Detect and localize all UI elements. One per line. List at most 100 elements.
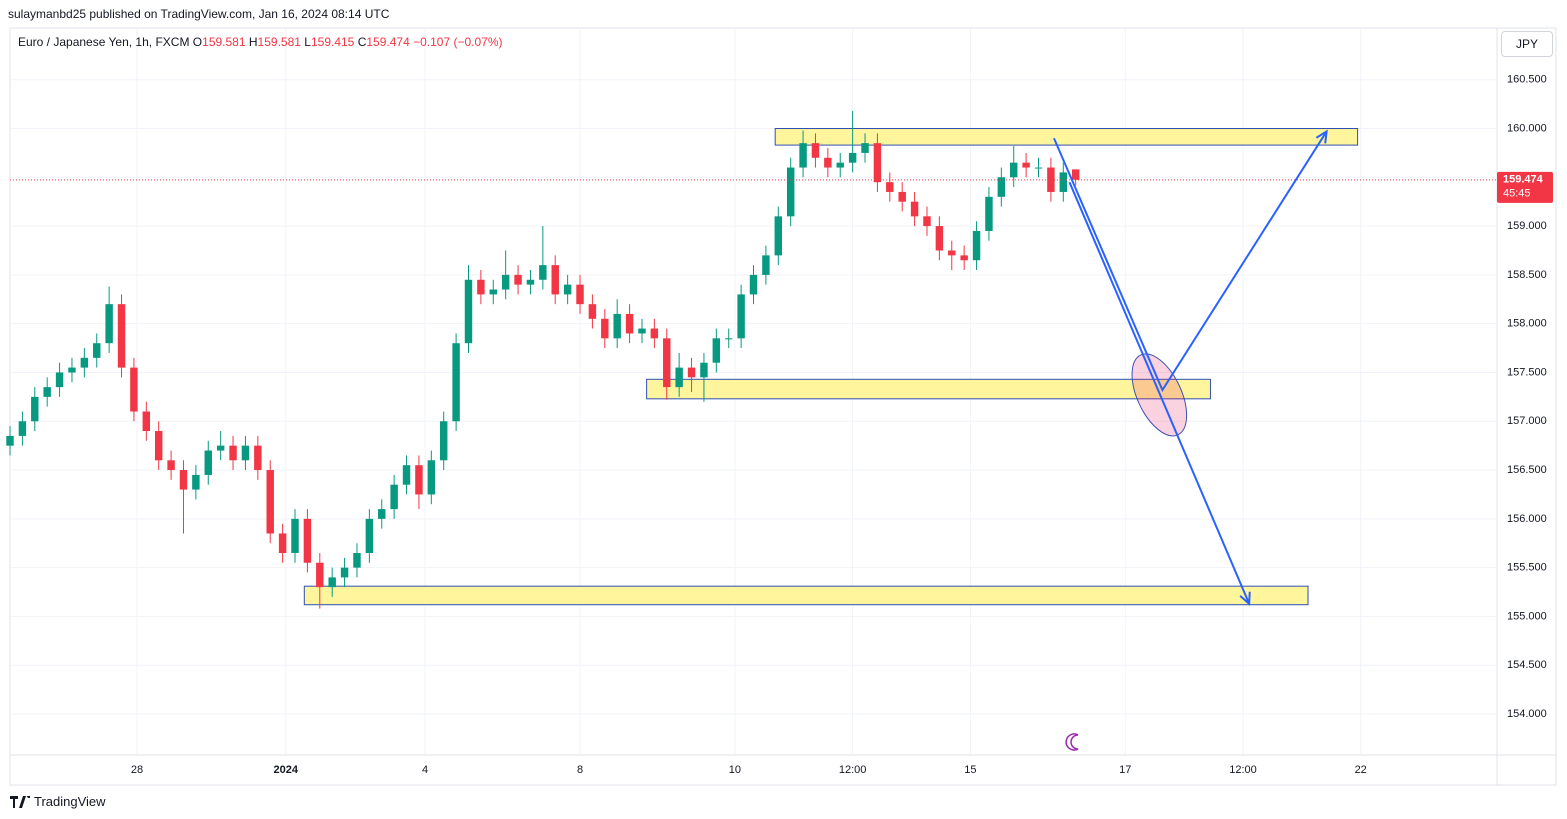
candle-body: [105, 304, 113, 344]
candle-body: [167, 460, 175, 471]
candle-body: [1010, 162, 1018, 178]
candle-body: [873, 143, 882, 183]
candle-body: [1034, 167, 1043, 169]
x-tick-label: 4: [422, 764, 428, 776]
ohlc-label: O: [192, 35, 203, 49]
candle-body: [836, 162, 844, 168]
zone: [303, 585, 1309, 606]
candle-body: [229, 445, 237, 461]
candle-body: [179, 470, 188, 490]
candle-body: [613, 313, 621, 339]
brand: TradingView: [10, 794, 106, 809]
candle-body: [539, 265, 547, 280]
candle-body: [526, 279, 535, 285]
candle-body: [774, 216, 783, 256]
candle-body: [278, 533, 287, 554]
candle-body: [452, 343, 460, 422]
candle-body: [43, 387, 51, 397]
currency-button[interactable]: JPY: [1501, 31, 1553, 57]
y-tick-label: 157.000: [1507, 415, 1547, 427]
candle-body: [935, 226, 944, 251]
moon-icon: [1065, 733, 1079, 751]
brand-name: TradingView: [34, 794, 106, 809]
candle-body: [601, 318, 609, 339]
candle-body: [576, 284, 584, 305]
candle-body: [390, 484, 398, 510]
candle-body: [737, 294, 745, 339]
y-tick-label: 157.500: [1507, 366, 1547, 378]
ohlc-value: 159.474: [366, 35, 410, 49]
candle-body: [700, 362, 708, 378]
candle-body: [848, 152, 857, 163]
candle-body: [687, 367, 696, 378]
candle-body: [415, 465, 423, 495]
candle-body: [861, 143, 869, 153]
x-tick-label: 10: [729, 764, 741, 776]
candle-body: [762, 255, 770, 275]
candle-body: [328, 577, 336, 588]
y-tick-label: 158.000: [1507, 318, 1547, 330]
y-tick-label: 155.000: [1507, 610, 1547, 622]
candle-body: [1059, 172, 1068, 192]
candle-body: [799, 143, 807, 168]
candle-body: [985, 196, 993, 231]
candle-body: [378, 509, 386, 519]
last-price-box: [1497, 171, 1553, 203]
candle-body: [514, 274, 522, 285]
candle-body: [972, 230, 981, 261]
candle-body: [501, 274, 510, 290]
x-tick-label: 28: [131, 764, 143, 776]
y-tick-label: 160.000: [1507, 122, 1547, 134]
candle-body: [93, 343, 101, 358]
candle-body: [997, 177, 1006, 197]
candle-body: [786, 167, 795, 217]
y-tick-label: 160.500: [1507, 74, 1547, 86]
symbol-legend: Euro / Japanese Yen, 1h, FXCM O159.581 H…: [18, 35, 503, 49]
candle-body: [241, 445, 250, 461]
candle-body: [365, 518, 374, 554]
candle-body: [316, 562, 324, 588]
chart-frame: [9, 27, 1557, 786]
arrow: [1068, 181, 1251, 605]
y-tick-label: 156.000: [1507, 513, 1547, 525]
ohlc-label: L: [304, 35, 311, 49]
x-tick-label: 15: [964, 764, 976, 776]
candle-body: [724, 338, 733, 340]
candle-body: [80, 357, 89, 368]
candle-body: [489, 289, 497, 295]
candle-body: [427, 460, 436, 495]
x-tick-label: 12:00: [1229, 764, 1257, 776]
y-tick-label: 154.000: [1507, 708, 1547, 720]
change: −0.107 (−0.07%): [413, 35, 503, 49]
ohlc-value: 159.415: [310, 35, 355, 49]
ohlc-label: C: [357, 35, 367, 49]
candle-body: [625, 313, 634, 334]
brand-logo: [10, 795, 30, 808]
candle-body: [266, 470, 274, 534]
x-tick-label: 22: [1355, 764, 1367, 776]
x-tick-label: 12:00: [839, 764, 867, 776]
candle-body: [948, 250, 956, 256]
candle-body: [749, 274, 758, 295]
last-price-label: 159.474: [1503, 174, 1544, 186]
candle-body: [638, 328, 646, 334]
symbol: Euro / Japanese Yen, 1h, FXCM: [18, 35, 190, 49]
candle-body: [192, 474, 200, 490]
candle-body: [402, 465, 411, 485]
candle-body: [31, 396, 39, 422]
candle-body: [886, 182, 894, 192]
y-tick-label: 156.500: [1507, 464, 1547, 476]
candle-body: [303, 518, 312, 563]
arrow-head: [1315, 129, 1328, 144]
x-tick-label: 8: [577, 764, 583, 776]
candle-body: [291, 518, 299, 554]
arrow-head: [1239, 591, 1251, 606]
ohlc-value: 159.581: [202, 35, 246, 49]
candle-body: [712, 338, 721, 363]
arrow: [1053, 130, 1328, 393]
zone: [646, 378, 1211, 400]
ohlc-value: 159.581: [257, 35, 301, 49]
zone: [774, 128, 1359, 146]
candle-body: [650, 328, 659, 339]
